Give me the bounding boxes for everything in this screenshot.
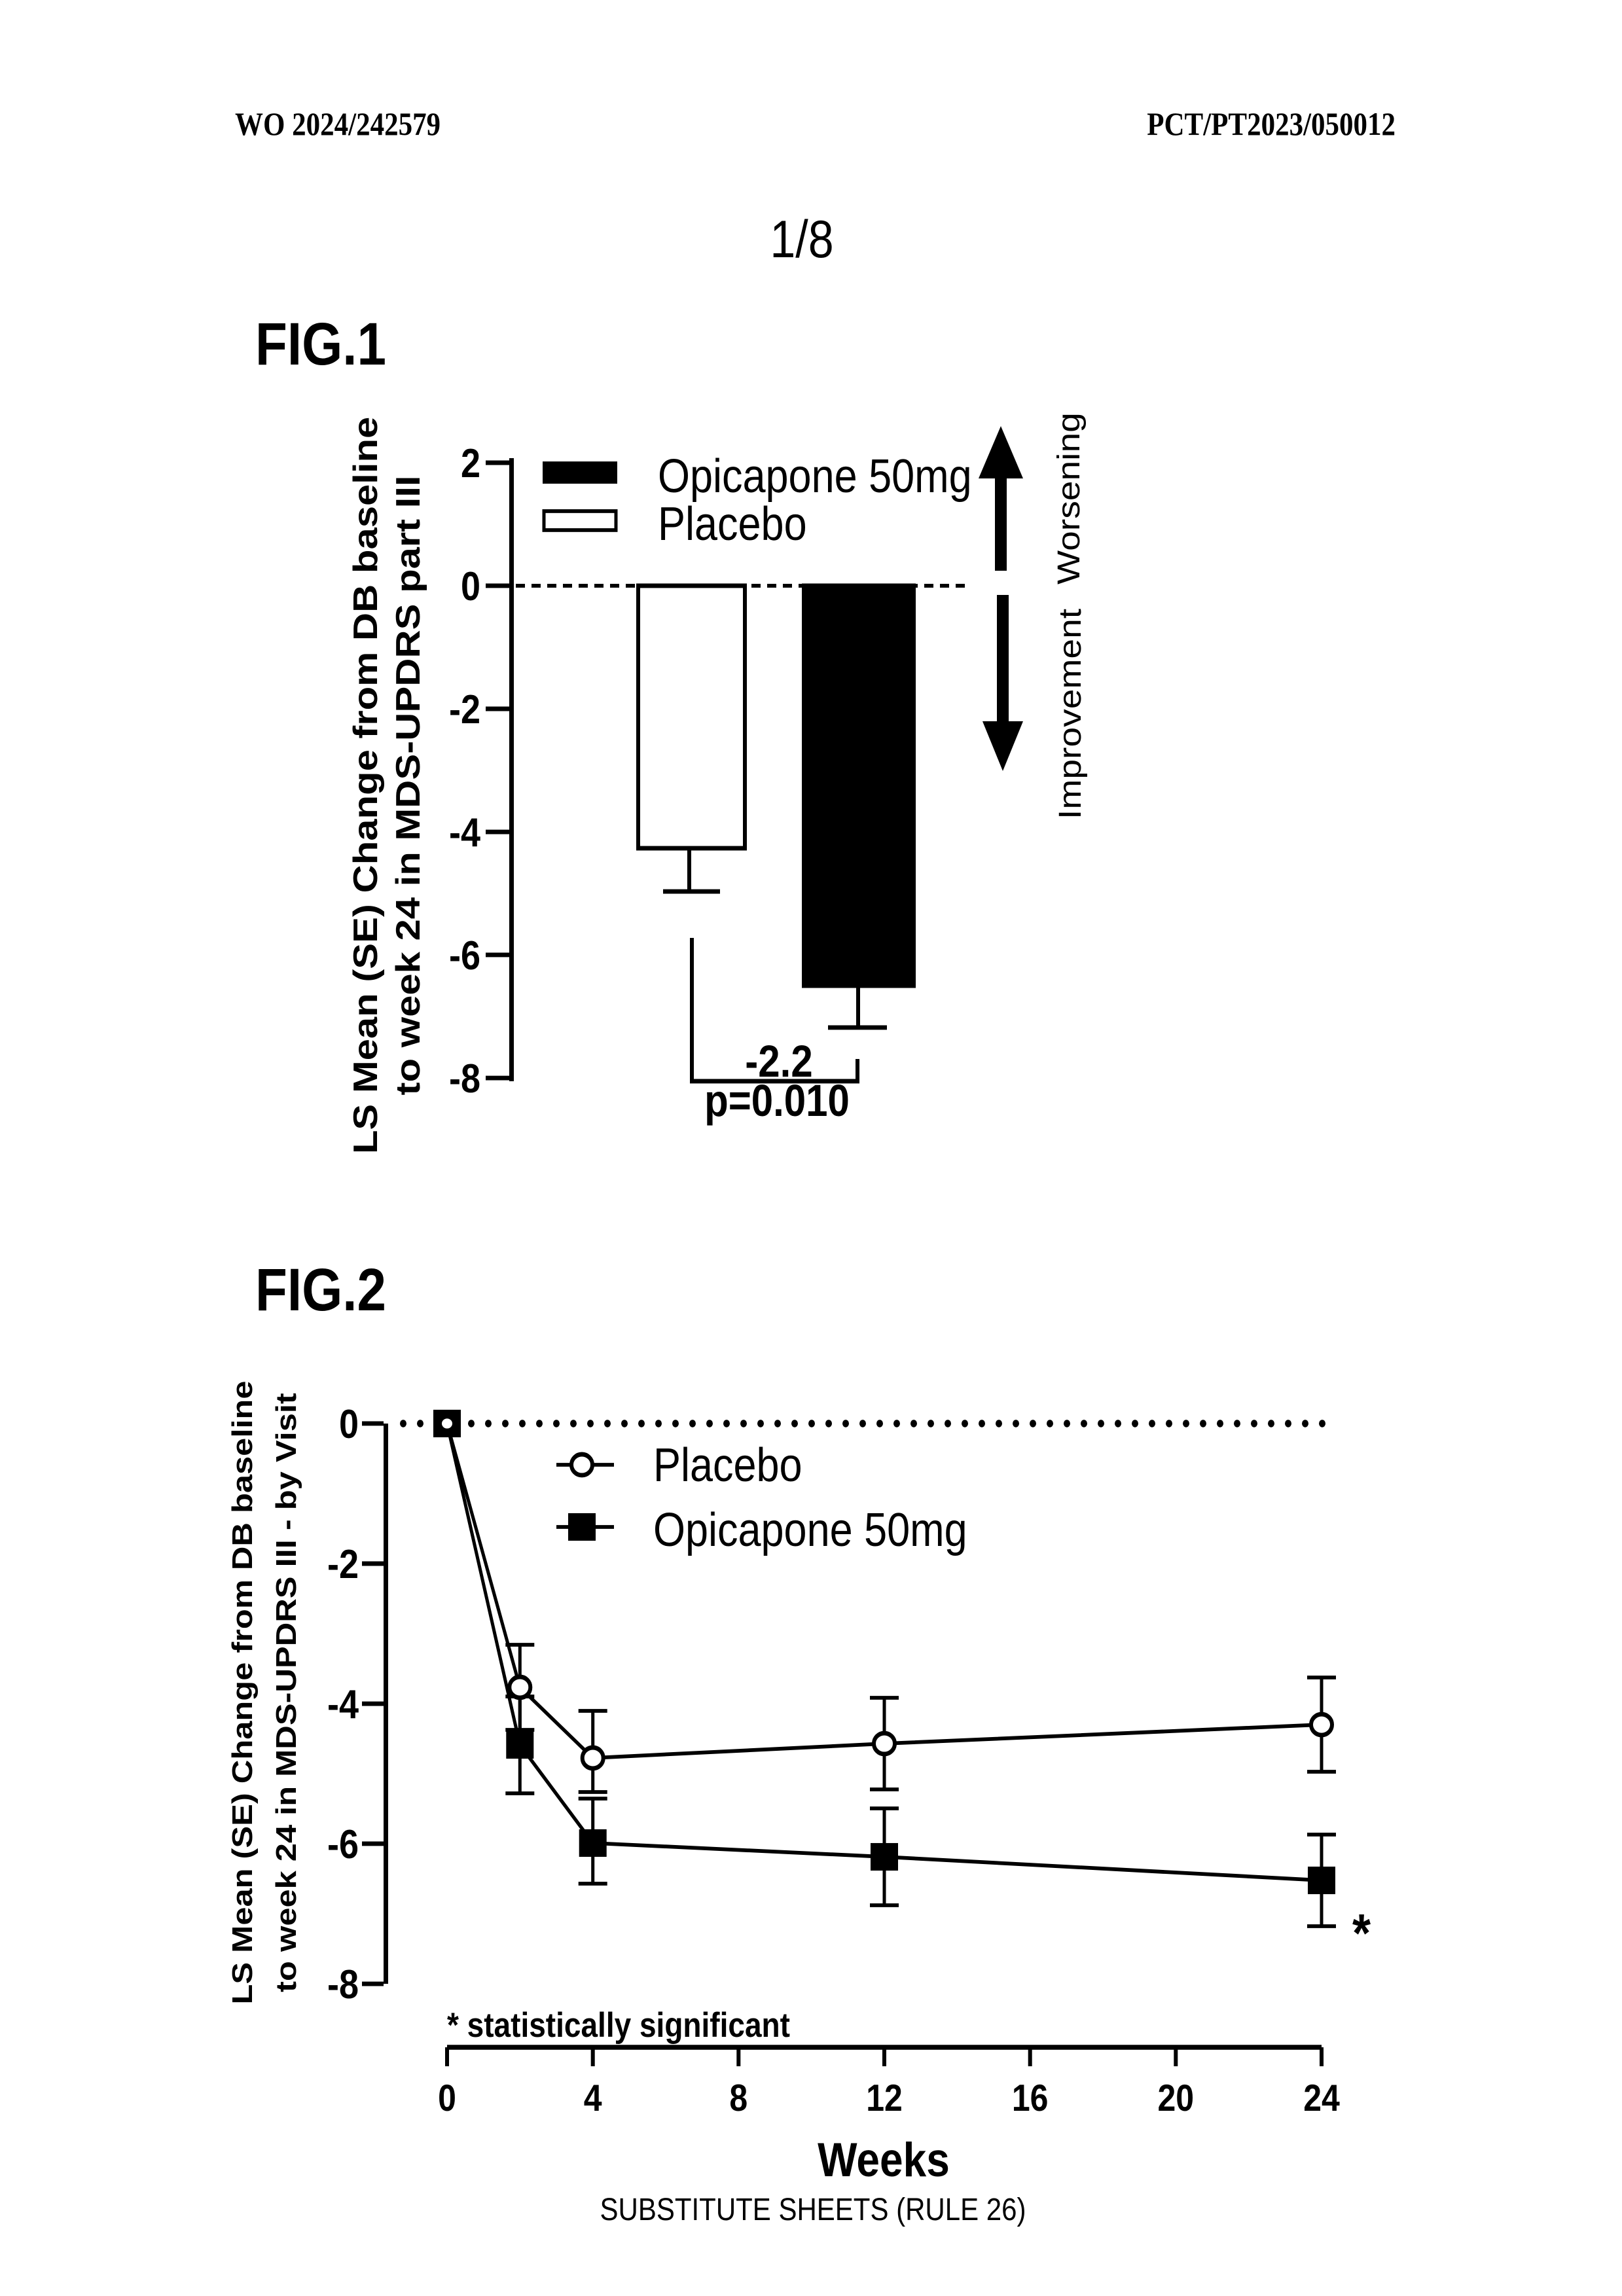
svg-text:p=0.010: p=0.010 — [704, 1075, 850, 1126]
svg-text:20: 20 — [1157, 2077, 1194, 2119]
svg-text:4: 4 — [584, 2077, 602, 2119]
svg-text:8: 8 — [729, 2077, 748, 2119]
svg-text:12: 12 — [866, 2077, 903, 2119]
svg-text:-2: -2 — [327, 1541, 359, 1587]
svg-text:Opicapone 50mg: Opicapone 50mg — [658, 450, 972, 503]
svg-text:-6: -6 — [449, 933, 480, 978]
svg-text:-8: -8 — [449, 1056, 480, 1102]
svg-text:2: 2 — [461, 440, 480, 486]
svg-text:WO 2024/242579: WO 2024/242579 — [235, 107, 441, 142]
svg-text:PCT/PT2023/050012: PCT/PT2023/050012 — [1147, 107, 1396, 142]
svg-text:to week 24 in MDS-UPDRS part I: to week 24 in MDS-UPDRS part III — [389, 475, 427, 1095]
svg-text:FIG.2: FIG.2 — [255, 1257, 386, 1323]
svg-text:16: 16 — [1012, 2077, 1049, 2119]
svg-text:* statistically significant: * statistically significant — [447, 2005, 790, 2045]
svg-text:-4: -4 — [327, 1682, 359, 1727]
svg-text:Weeks: Weeks — [818, 2133, 950, 2187]
svg-text:*: * — [1352, 1904, 1371, 1964]
svg-text:Placebo: Placebo — [653, 1439, 802, 1492]
svg-text:-4: -4 — [449, 810, 481, 855]
svg-text:0: 0 — [461, 564, 480, 609]
svg-text:-2: -2 — [449, 687, 480, 732]
svg-text:FIG.1: FIG.1 — [255, 311, 386, 378]
svg-text:Placebo: Placebo — [658, 498, 807, 550]
svg-text:0: 0 — [438, 2077, 456, 2119]
svg-text:0: 0 — [339, 1402, 359, 1447]
svg-text:-6: -6 — [327, 1821, 359, 1867]
svg-text:SUBSTITUTE SHEETS (RULE 26): SUBSTITUTE SHEETS (RULE 26) — [600, 2191, 1026, 2227]
svg-text:to week 24 in MDS-UPDRS III -: to week 24 in MDS-UPDRS III - by Visit — [270, 1393, 302, 1992]
svg-text:LS Mean (SE) Change from DB ba: LS Mean (SE) Change from DB baseline — [226, 1381, 259, 2005]
svg-text:-2.2: -2.2 — [745, 1035, 812, 1086]
svg-text:1/8: 1/8 — [770, 209, 833, 268]
svg-text:Improvement: Improvement — [1052, 609, 1087, 819]
svg-text:24: 24 — [1303, 2077, 1340, 2119]
svg-text:-8: -8 — [327, 1962, 359, 2007]
svg-text:Opicapone 50mg: Opicapone 50mg — [653, 1504, 967, 1556]
svg-text:Worsening: Worsening — [1051, 412, 1086, 584]
svg-text:LS Mean (SE) Change from DB ba: LS Mean (SE) Change from DB baseline — [346, 417, 384, 1154]
